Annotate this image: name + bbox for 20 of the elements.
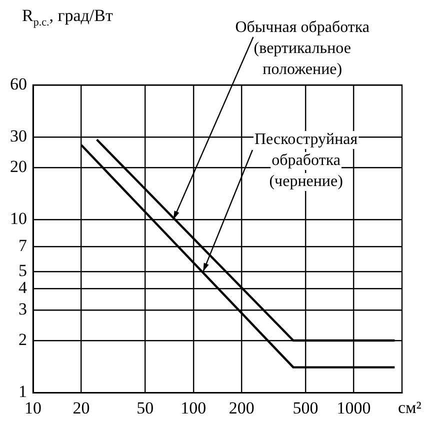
x-tick-label: 500	[292, 398, 318, 418]
x-axis-title: см²	[398, 398, 422, 418]
x-tick-label: 1000	[336, 398, 371, 418]
annotation: Пескоструйная обработка (чернение)	[254, 131, 358, 190]
x-tick-label: 50	[136, 398, 154, 418]
y-tick-label: 20	[10, 157, 27, 176]
y-tick-label: 3	[18, 300, 27, 319]
x-tick-label: 20	[72, 398, 90, 418]
y-tick-label: 2	[18, 330, 27, 349]
y-tick-label: 10	[10, 209, 27, 228]
y-tick-label: 1	[18, 382, 27, 402]
y-tick-label: 7	[18, 236, 28, 255]
x-tick-label: 200	[228, 398, 254, 418]
y-tick-label: 5	[18, 261, 27, 280]
y-tick-label: 30	[10, 126, 27, 146]
y-tick-label: 4	[18, 278, 28, 297]
y-tick-label: 60	[10, 74, 27, 94]
x-tick-label: 100	[180, 398, 206, 418]
y-axis-title: R$_{р.с.}$, град/Вт	[22, 6, 113, 28]
annotation: Обычная обработка (вертикальное положение)	[235, 19, 370, 78]
